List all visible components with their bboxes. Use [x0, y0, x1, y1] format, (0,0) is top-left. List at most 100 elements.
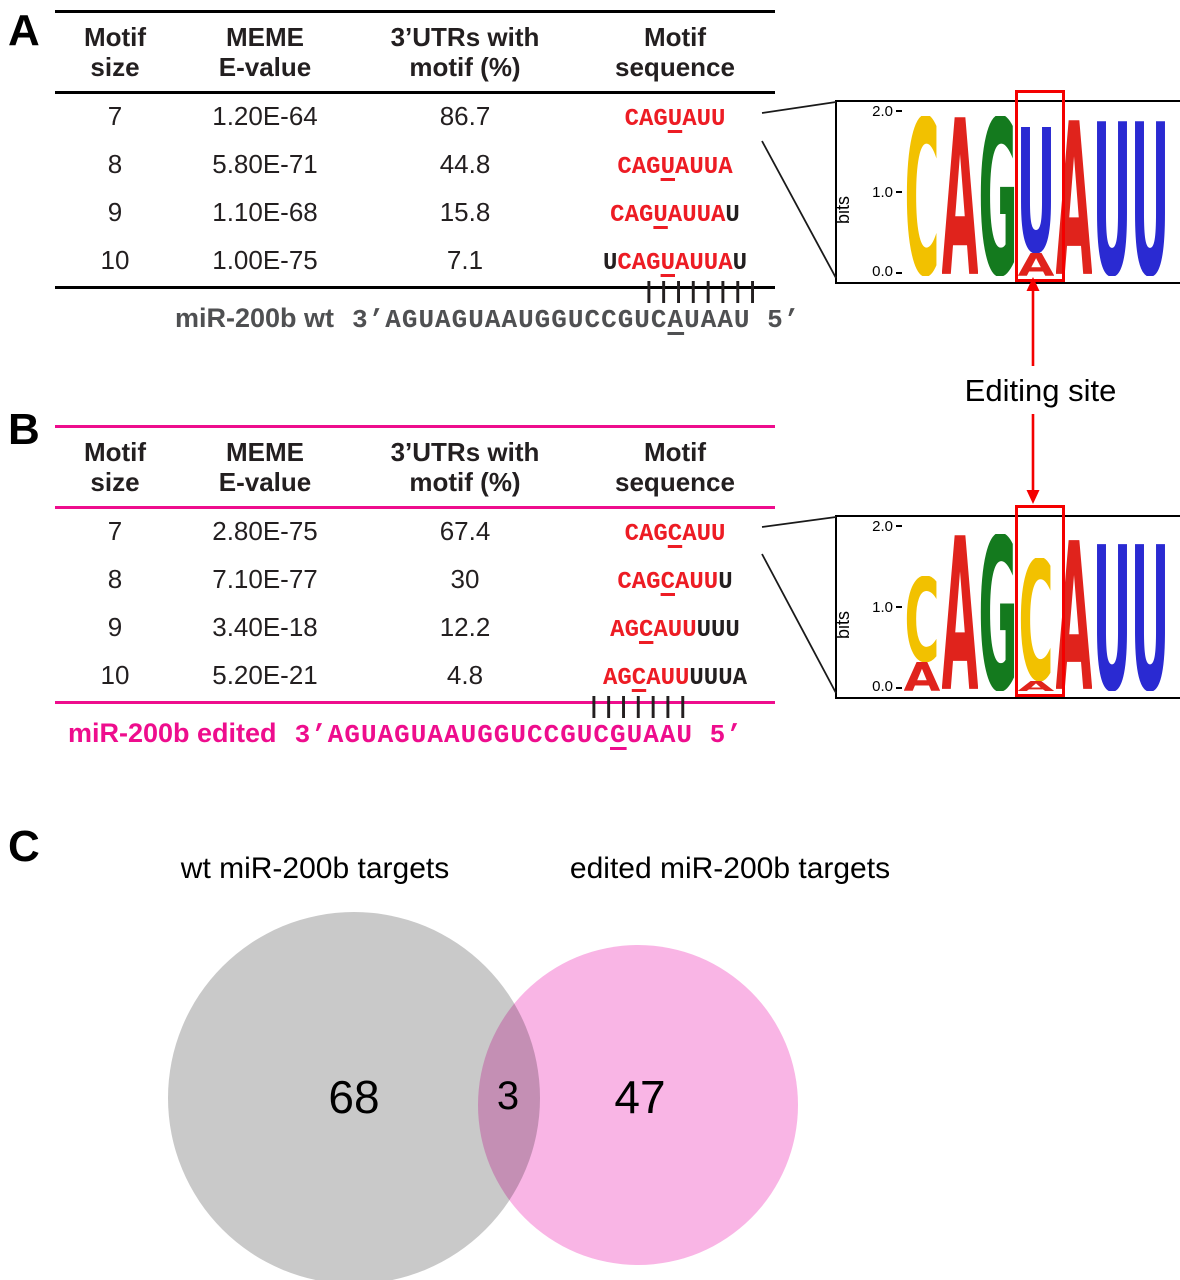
- motif-size-value: 10: [100, 245, 130, 275]
- motif-sequence: CAGCAUU: [575, 509, 775, 557]
- seq-segment: CAG: [624, 521, 668, 548]
- header-motif-sequence: Motif sequence: [615, 437, 735, 497]
- mirna-edited-line: miR-200b edited 3’AGUAGUAAUGGUCCGUCGUAAU…: [68, 718, 743, 750]
- motif-sequence: CAGUAUU: [575, 94, 775, 142]
- editing-site-label: Editing site: [964, 373, 1117, 408]
- seq-segment: UUUA: [689, 665, 748, 692]
- seq-segment: AG: [602, 665, 632, 692]
- editing-site-highlight-wt: [1015, 90, 1065, 282]
- motif-size-value: 9: [107, 197, 123, 227]
- svg-text:U: U: [1132, 120, 1168, 276]
- logo-letter-G: G: [980, 116, 1016, 276]
- seq-segment: 3’AGUAGUAAUGGUCCGUC: [352, 305, 668, 335]
- seq-edited-base: C: [631, 665, 647, 692]
- seq-segment: AUUA: [667, 202, 726, 229]
- header-utrs-with-motif: 3’UTRs with motif (%): [390, 22, 540, 82]
- y-tick-label: 0.0: [872, 263, 893, 280]
- venn-count-edited-only: 47: [614, 1071, 666, 1123]
- seq-segment: U: [732, 250, 748, 277]
- logo-y-axis-label: bits: [833, 195, 853, 224]
- utr-percent: 30: [450, 564, 480, 594]
- svg-text:A: A: [904, 662, 940, 691]
- logo-stack: U: [1093, 120, 1131, 276]
- utr-percent: 7.1: [446, 245, 484, 275]
- evalue: 2.80E-75: [212, 516, 318, 546]
- y-tick-label: 0.0: [872, 678, 893, 695]
- editing-site-highlight-edited: [1015, 505, 1065, 697]
- motif-sequence: CAGCAUUU: [575, 557, 775, 605]
- logo-stack: U: [1131, 543, 1169, 691]
- venn-left-title: wt miR-200b targets: [180, 852, 450, 885]
- seq-segment: AUU: [646, 665, 690, 692]
- svg-text:U: U: [1018, 126, 1054, 253]
- mirna-edited-name: miR-200b edited: [68, 718, 277, 748]
- venn-circle-edited-targets: [478, 945, 798, 1265]
- evalue: 1.00E-75: [212, 245, 318, 275]
- table-row: 10 5.20E-21 4.8 AGCAUUUUUA: [55, 653, 775, 701]
- utr-percent: 4.8: [446, 660, 484, 690]
- panel-c-label: C: [8, 822, 40, 871]
- motif-sequence: CAGUAUUA: [575, 142, 775, 190]
- svg-text:U: U: [1094, 120, 1130, 276]
- table-row: 9 1.10E-68 15.8 CAGUAUUAU: [55, 190, 775, 238]
- logo-letter-A: A: [942, 534, 978, 691]
- seq-segment: AUU: [675, 569, 719, 596]
- seq-segment: CAG: [610, 202, 654, 229]
- mirna-wt-name: miR-200b wt: [175, 303, 335, 333]
- logo-letter-A: A: [904, 662, 940, 691]
- seq-edited-base: C: [660, 569, 675, 596]
- seq-edited-base: U: [660, 250, 675, 277]
- svg-text:G: G: [980, 116, 1016, 276]
- logo-stack: C: [903, 116, 941, 276]
- logo-letter-A: A: [942, 116, 978, 276]
- venn-count-overlap: 3: [496, 1074, 520, 1118]
- svg-text:U: U: [1132, 543, 1168, 691]
- logo-letter-U: U: [1132, 543, 1168, 691]
- seq-segment: AUU: [682, 521, 726, 548]
- table-row: 7 1.20E-64 86.7 CAGUAUU: [55, 94, 775, 142]
- venn-right-title: edited miR-200b targets: [569, 852, 891, 885]
- logo-stack: G: [979, 116, 1017, 276]
- editing-site-base: G: [610, 720, 627, 750]
- evalue: 5.20E-21: [212, 660, 318, 690]
- seq-segment: CAG: [617, 250, 661, 277]
- svg-text:G: G: [980, 534, 1016, 691]
- base-pairing-ticks-edited: |||||||: [587, 694, 691, 720]
- logo-letter-U: U: [1094, 120, 1130, 276]
- svg-text:A: A: [1018, 253, 1054, 276]
- utr-percent: 12.2: [439, 612, 491, 642]
- logo-letter-U: U: [1018, 126, 1054, 253]
- mirna-wt-sequence: 3’AGUAGUAAUGGUCCGUCAUAAU 5’: [352, 305, 800, 335]
- y-tick-mark: [896, 110, 902, 112]
- panel-a-label: A: [8, 6, 40, 55]
- motif-sequence: CAGUAUUAU: [575, 190, 775, 238]
- motif-sequence: AGCAUUUUU: [575, 605, 775, 653]
- motif-table-wt: Motif size MEME E-value 3’UTRs with moti…: [55, 10, 775, 289]
- mirna-wt-line: miR-200b wt 3’AGUAGUAAUGGUCCGUCAUAAU 5’: [175, 303, 800, 335]
- header-motif-sequence: Motif sequence: [615, 22, 735, 82]
- seq-segment: U: [725, 202, 740, 229]
- logo-letter-U: U: [1132, 120, 1168, 276]
- header-meme-evalue: MEME E-value: [218, 22, 312, 82]
- motif-size-value: 8: [107, 149, 123, 179]
- seq-segment: AUUA: [675, 154, 733, 181]
- evalue: 5.80E-71: [212, 149, 318, 179]
- seq-segment: U: [602, 250, 618, 277]
- evalue: 7.10E-77: [212, 564, 318, 594]
- seq-segment: CAG: [617, 569, 661, 596]
- svg-text:C: C: [905, 576, 940, 662]
- motif-table-edited: Motif size MEME E-value 3’UTRs with moti…: [55, 425, 775, 704]
- seq-segment: 3’AGUAGUAAUGGUCCGUC: [294, 720, 611, 750]
- svg-text:U: U: [1094, 543, 1130, 691]
- header-motif-size: Motif size: [83, 22, 147, 82]
- seq-edited-base: U: [653, 202, 668, 229]
- y-tick-mark: [896, 191, 902, 193]
- evalue: 1.10E-68: [212, 197, 318, 227]
- editing-site-base: A: [667, 305, 685, 335]
- utr-percent: 67.4: [439, 516, 491, 546]
